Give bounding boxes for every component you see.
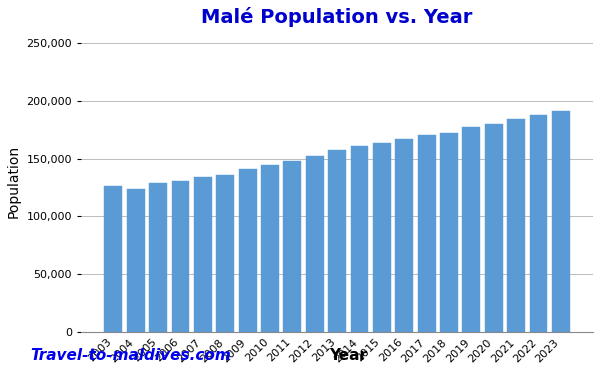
Title: Malé Population vs. Year: Malé Population vs. Year (202, 7, 473, 27)
Bar (283, 161, 301, 332)
Bar (239, 169, 257, 332)
Bar (552, 111, 570, 332)
Bar (485, 124, 503, 332)
Bar (418, 135, 436, 332)
Bar (395, 139, 413, 332)
Y-axis label: Population: Population (7, 145, 21, 218)
Bar (463, 127, 480, 332)
Bar (530, 115, 547, 332)
Bar (104, 186, 122, 332)
Bar (194, 177, 212, 332)
Bar (440, 133, 458, 332)
Bar (373, 144, 391, 332)
Bar (507, 119, 525, 332)
Text: Year: Year (329, 348, 367, 363)
Text: Travel-to-maldives.com: Travel-to-maldives.com (30, 348, 231, 363)
Bar (172, 181, 190, 332)
Bar (149, 183, 167, 332)
Bar (328, 150, 346, 332)
Bar (306, 156, 323, 332)
Bar (127, 188, 145, 332)
Bar (350, 146, 368, 332)
Bar (216, 175, 234, 332)
Bar (261, 165, 279, 332)
